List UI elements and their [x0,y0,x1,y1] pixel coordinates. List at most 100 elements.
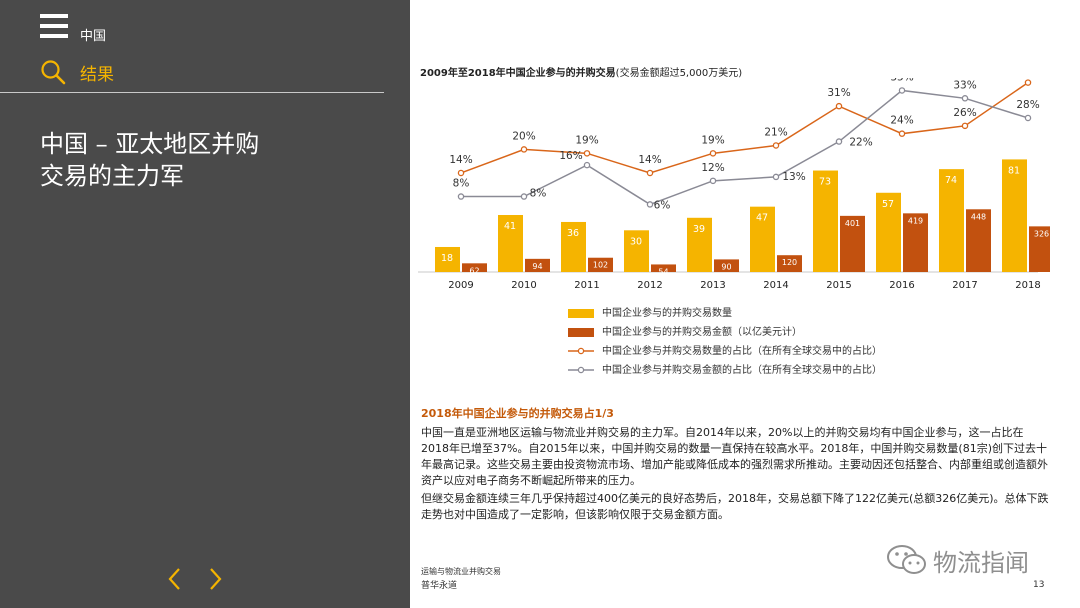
chart-title-main: 2009年至2018年中国企业参与的并购交易 [420,68,616,79]
bar-deal-value [1029,226,1050,272]
bar-label-deal-count: 41 [504,221,516,232]
bar-label-deal-count: 47 [756,213,768,224]
value-share-label: 8% [530,188,547,200]
bar-label-deal-count: 36 [567,228,579,239]
bar-label-deal-count: 74 [945,175,957,186]
value-share-point [835,138,843,145]
bar-label-deal-count: 57 [882,199,894,210]
bar-label-deal-count: 39 [693,224,705,235]
value-share-label: 6% [654,199,671,211]
bar-deal-value [966,209,991,272]
value-share-point [772,173,780,181]
value-share-point [1024,114,1032,122]
value-share-label: 12% [701,162,724,174]
bar-deal-value [840,215,865,272]
x-tick-label: 2014 [763,280,788,291]
legend-label: 中国企业参与并购交易数量的占比（在所有全球交易中的占比） [602,346,882,357]
page-number: 13 [1033,580,1045,590]
sidebar-divider [0,92,384,93]
region-label: 中国 [80,29,107,44]
value-share-line [461,89,1029,206]
bar-label-deal-count: 18 [441,253,453,264]
value-share-label: 28% [1016,99,1039,111]
legend-swatch-value [568,328,594,337]
bar-label-deal-value: 419 [908,216,923,225]
bar-deal-count [624,230,649,272]
value-share-point [709,177,717,185]
value-share-point [646,201,654,208]
x-tick-label: 2018 [1015,280,1040,291]
x-tick-label: 2010 [511,280,536,291]
bar-label-deal-value: 90 [721,262,731,271]
count-share-point [961,122,969,130]
bar-deal-count [687,217,712,272]
legend-item-value: 中国企业参与的并购交易金额（以亿美元计） [568,323,882,342]
footer-company-name: 普华永道 [421,581,458,591]
count-share-point [709,150,717,157]
chart-title: 2009年至2018年中国企业参与的并购交易(交易金额超过5,000万美元) [420,64,742,79]
watermark-text: 物流指闻 [933,549,1029,577]
count-share-point [583,150,591,157]
bar-deal-value [462,263,487,272]
body-paragraph: 但继交易金额连续三年几乎保持超过400亿美元的良好态势后，2018年，交易总额下… [421,492,1049,521]
menu-icon[interactable] [40,14,68,38]
count-share-label: 19% [701,134,724,146]
bar-label-deal-value: 120 [782,258,797,267]
bar-deal-count [939,169,964,272]
value-share-point [583,161,591,169]
watermark: 物流指闻 [885,542,1045,578]
bar-label-deal-count: 81 [1008,165,1020,176]
search-icon[interactable] [40,59,66,85]
legend-line-count-share [568,347,594,355]
body-paragraph: 中国一直是亚洲地区运输与物流业并购交易的主力军。自2014年以来，20%以上的并… [421,426,1048,487]
value-share-point [457,193,465,200]
count-share-label: 31% [827,87,850,99]
count-share-label: 14% [449,154,472,166]
bar-label-deal-value: 448 [971,212,986,221]
count-share-point [772,142,780,149]
bar-deal-value [651,264,676,272]
value-share-point [520,193,528,200]
bar-label-deal-value: 54 [658,267,668,276]
chevron-right-icon[interactable] [204,566,226,592]
x-tick-label: 2011 [574,280,599,291]
bar-deal-count [435,246,460,272]
bar-label-deal-value: 102 [593,261,608,270]
bar-label-deal-value: 401 [845,219,860,228]
bar-deal-value [903,213,928,272]
bar-deal-count [561,221,586,272]
legend-label: 中国企业参与并购交易金额的占比（在所有全球交易中的占比） [602,365,882,376]
count-share-line [460,81,1029,174]
value-share-point [898,87,906,94]
x-tick-label: 2013 [700,280,725,291]
bar-deal-value [525,258,550,272]
chevron-left-icon[interactable] [164,566,186,592]
bar-label-deal-value: 94 [532,262,542,271]
legend-item-value-share: 中国企业参与并购交易金额的占比（在所有全球交易中的占比） [568,361,882,380]
bar-label-deal-count: 30 [630,236,642,247]
bar-label-deal-count: 73 [819,177,831,188]
bar-deal-count [813,170,838,272]
x-tick-label: 2009 [448,280,473,291]
count-share-label: 26% [953,107,976,119]
count-share-point [457,169,465,177]
wechat-icon [887,545,926,574]
value-share-point [961,95,969,102]
x-tick-label: 2017 [952,280,977,291]
bar-deal-value [588,257,613,272]
bar-deal-count [876,192,901,272]
page-title-line: 中国 – 亚太地区并购 [40,130,260,158]
x-tick-label: 2016 [889,280,914,291]
page-title: 中国 – 亚太地区并购 交易的主力军 [40,128,360,192]
sidebar: 中国 结果 中国 – 亚太地区并购 交易的主力军 [0,0,410,608]
legend-swatch-count [568,309,594,318]
value-share-label: 22% [849,137,872,149]
x-tick-label: 2012 [637,280,662,291]
chart-legend: 中国企业参与的并购交易数量 中国企业参与的并购交易金额（以亿美元计） 中国企业参… [568,304,882,380]
section-label: 结果 [80,65,114,85]
count-share-point [835,102,843,110]
count-share-label: 14% [638,154,661,166]
page-title-line: 交易的主力军 [40,162,184,190]
count-share-point [646,169,654,177]
bar-label-deal-value: 326 [1034,229,1049,238]
